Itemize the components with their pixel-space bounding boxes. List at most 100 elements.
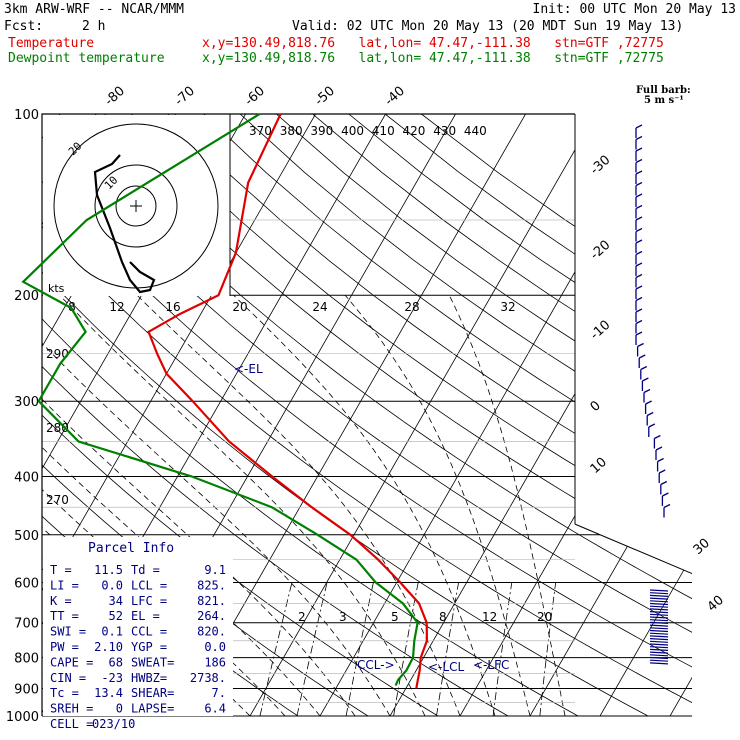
parcel-field-label: YGP = [131, 640, 167, 654]
parcel-field-value: 13.4 [94, 686, 123, 700]
dewpoint-legend: Dewpoint temperature [8, 51, 165, 66]
mixing-ratio-line [492, 582, 513, 716]
dry-adiabat-line [58, 114, 692, 716]
potential-temperature-label: 390 [310, 124, 333, 138]
isotherm-label: 40 [705, 593, 727, 615]
parcel-field-value: 0.1 [101, 625, 123, 639]
mixing-ratio-line [539, 582, 557, 716]
dry-adiabat-line [421, 114, 692, 716]
isotherm-label: -60 [242, 84, 268, 109]
parcel-field-label: EL = [131, 609, 160, 623]
pressure-tick-label: 900 [14, 682, 39, 697]
moist-adiabat-line [59, 294, 426, 716]
parcel-field-label: T = [50, 563, 72, 577]
wind-profile: Full barb:5 m s⁻¹ [635, 85, 691, 665]
dry-adiabat-line [94, 114, 692, 716]
wind-barb-low [649, 619, 669, 622]
wind-barb-low [649, 594, 669, 597]
mixing-ratio-line [436, 582, 459, 716]
parcel-field-value: 186 [204, 655, 226, 669]
wind-barb-flag [635, 296, 643, 302]
temperature-axis-label: 32 [500, 300, 515, 314]
wind-barb-flag [648, 423, 656, 428]
wind-scale-label: 5 m s⁻¹ [644, 95, 684, 106]
wind-barb-low [649, 602, 669, 606]
wind-barb-low [649, 597, 669, 600]
parcel-field-label: CIN = [50, 671, 86, 685]
parcel-field-value: 820. [197, 625, 226, 639]
wind-barb-low [649, 646, 669, 649]
mixing-ratio-line [296, 582, 328, 716]
dry-adiabat-line [42, 114, 692, 716]
forecast-hour: 2 h [82, 19, 106, 34]
dewpoint-trace [21, 113, 419, 686]
model-title: 3km ARW-WRF -- NCAR/MMM [4, 2, 185, 17]
wind-barb-low [649, 635, 669, 638]
wind-barb-low [649, 605, 669, 608]
wind-barb-flag [635, 135, 643, 141]
parcel-field-value: 0.0 [101, 578, 123, 592]
dry-adiabat-line [42, 114, 692, 716]
wind-barb-low [649, 624, 669, 627]
pressure-tick-label: 1000 [6, 710, 39, 725]
wind-barb-flag [638, 354, 646, 359]
level-marker-label: <-LCL [428, 660, 464, 674]
isotherm-line [312, 114, 666, 716]
wind-barb-low [649, 600, 669, 603]
parcel-field-value: 023/10 [92, 717, 135, 731]
isotherm-label: -30 [588, 153, 614, 178]
parcel-field-label: CELL = [50, 717, 93, 731]
parcel-field-value: 34 [109, 594, 123, 608]
parcel-field-value: 2738. [190, 671, 226, 685]
wind-barb-flag [643, 388, 651, 394]
wind-barb-low [649, 611, 669, 614]
wind-barb-flag [637, 342, 644, 348]
wind-barb-flag [662, 492, 669, 497]
dry-adiabat-line [203, 114, 692, 716]
wind-barb-flag [635, 204, 643, 210]
wind-barb-low [649, 627, 669, 630]
init-time: Init: 00 UTC Mon 20 May 13 [532, 2, 737, 17]
wind-barb-flag [635, 181, 643, 187]
isotherm-line [382, 114, 692, 716]
dry-adiabat-line [42, 114, 531, 716]
wind-barb-low [649, 608, 669, 611]
wind-barb-flag [635, 262, 643, 267]
potential-temperature-label: 380 [280, 124, 303, 138]
wind-barb-low [649, 632, 669, 635]
parcel-field-value: 11.5 [94, 563, 123, 577]
wind-barb-flag [635, 170, 643, 175]
hodograph-ring [94, 164, 178, 248]
potential-temperature-label: 420 [403, 124, 426, 138]
wind-scale-label: Full barb: [636, 85, 691, 96]
parcel-field-label: Tc = [50, 686, 79, 700]
level-marker-label: <-LFC [473, 658, 509, 672]
potential-temperature-label: 290 [46, 347, 69, 361]
parcel-field-label: LI = [50, 578, 79, 592]
parcel-field-label: LAPSE= [131, 702, 174, 716]
parcel-field-value: 821. [197, 594, 226, 608]
isotherm-line [0, 114, 36, 729]
level-marker-label: CCL-> [357, 658, 395, 672]
parcel-field-value: 0 [116, 702, 123, 716]
wind-barb-flag [635, 319, 643, 325]
mixing-ratio-line [345, 582, 374, 716]
wind-barb-low [649, 651, 669, 654]
dry-adiabat-line [167, 114, 692, 716]
dry-adiabat-line [384, 114, 692, 716]
temperature-axis-label: 8 [68, 300, 76, 314]
wind-barb-flag [663, 503, 671, 509]
temperature-axis-label: 28 [404, 300, 419, 314]
dry-adiabat-line [42, 114, 602, 716]
wind-barb-low [649, 659, 669, 662]
wind-barb-low [649, 589, 669, 592]
isotherm-line [522, 114, 692, 716]
wind-barb-flag [640, 365, 648, 371]
parcel-field-label: SREH = [50, 702, 93, 716]
isotherm-line [242, 114, 596, 716]
wind-barb-flag [645, 400, 652, 405]
wind-barb-flag [635, 331, 643, 336]
potential-temperature-label: 430 [433, 124, 456, 138]
parcel-field-label: K = [50, 594, 72, 608]
temperature-trace [147, 113, 429, 689]
